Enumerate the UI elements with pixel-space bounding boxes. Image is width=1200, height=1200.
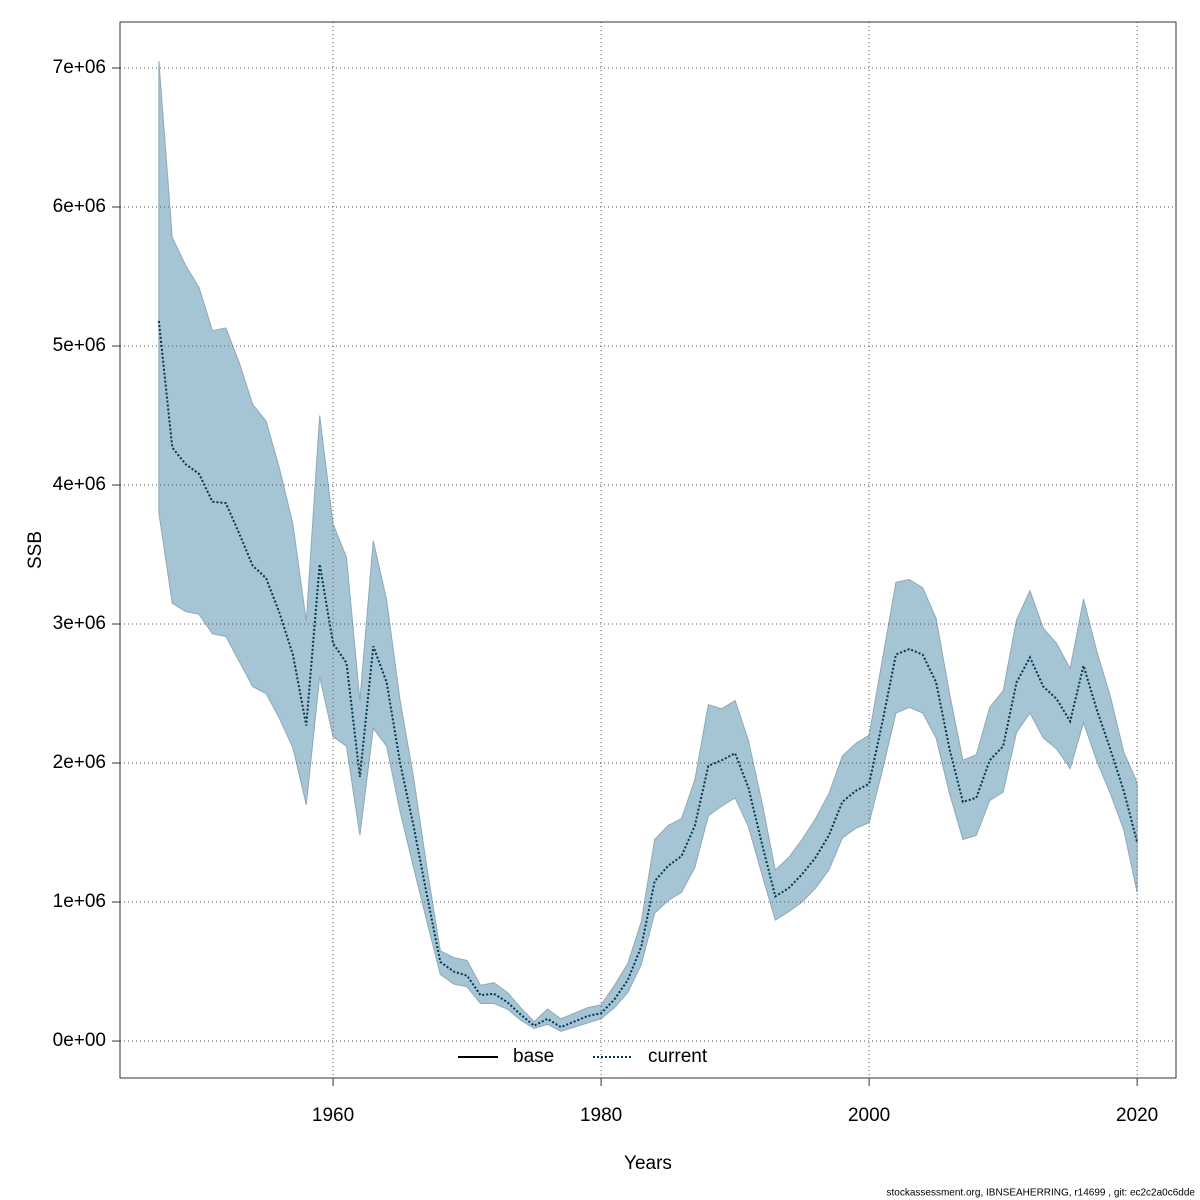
y-tick-label: 4e+06 — [53, 474, 106, 495]
y-tick-label: 2e+06 — [53, 752, 106, 773]
y-axis-label: SSB — [25, 531, 46, 569]
x-tick-label: 2020 — [1116, 1105, 1158, 1126]
x-tick-label: 1960 — [312, 1105, 354, 1126]
series-line — [157, 320, 1139, 1029]
y-tick-label: 3e+06 — [53, 613, 106, 634]
legend-label: current — [648, 1046, 708, 1067]
y-tick-label: 5e+06 — [53, 335, 106, 356]
y-tick-label: 7e+06 — [53, 57, 106, 78]
y-tick-label: 6e+06 — [53, 196, 106, 217]
x-tick-label: 1980 — [580, 1105, 622, 1126]
y-tick-label: 1e+06 — [53, 891, 106, 912]
confidence-band — [158, 61, 1138, 1032]
plot-frame — [119, 21, 1177, 1079]
x-tick-label: 2000 — [848, 1105, 890, 1126]
y-tick-label: 0e+00 — [53, 1030, 106, 1051]
legend-label: base — [513, 1046, 554, 1067]
footer: stockassessment.org, IBNSEAHERRING, r146… — [887, 1188, 1196, 1199]
x-axis-label: Years — [624, 1153, 672, 1174]
